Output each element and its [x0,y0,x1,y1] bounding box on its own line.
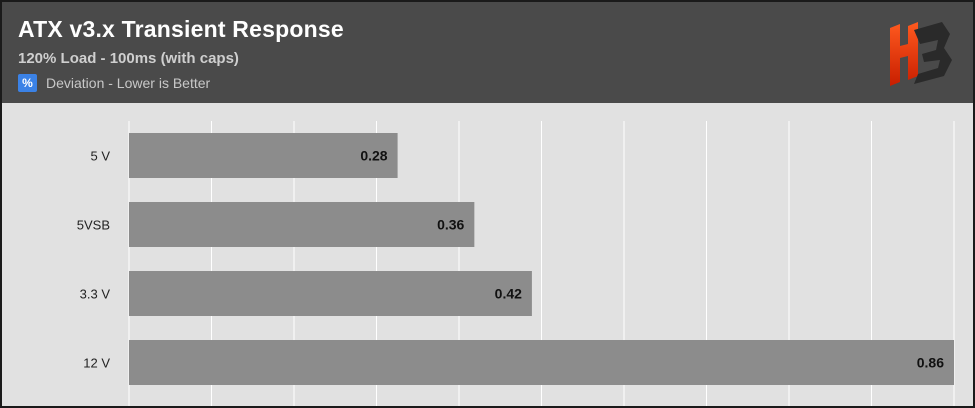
data-label: 0.86 [917,355,944,371]
chart-subtitle: 120% Load - 100ms (with caps) [18,50,239,67]
bar [129,202,475,247]
category-label: 12 V [83,356,110,371]
legend-label: Deviation - Lower is Better [46,75,211,91]
category-label: 3.3 V [80,287,111,302]
data-label: 0.42 [495,286,522,302]
bar [129,133,398,178]
data-label: 0.36 [437,217,464,233]
category-label: 5VSB [77,218,110,233]
chart-header: ATX v3.x Transient Response 120% Load - … [2,2,973,103]
legend: % Deviation - Lower is Better [18,74,210,92]
chart-title: ATX v3.x Transient Response [18,16,344,42]
bar [129,340,954,385]
data-label: 0.28 [360,148,387,164]
bar [129,271,532,316]
chart-plot: 5 V 0.28 5VSB 0.36 3.3 V 0.42 12 V 0.86 [77,121,955,406]
category-label: 5 V [90,149,110,164]
hb-logo-icon [890,22,952,86]
percent-icon: % [18,74,37,92]
